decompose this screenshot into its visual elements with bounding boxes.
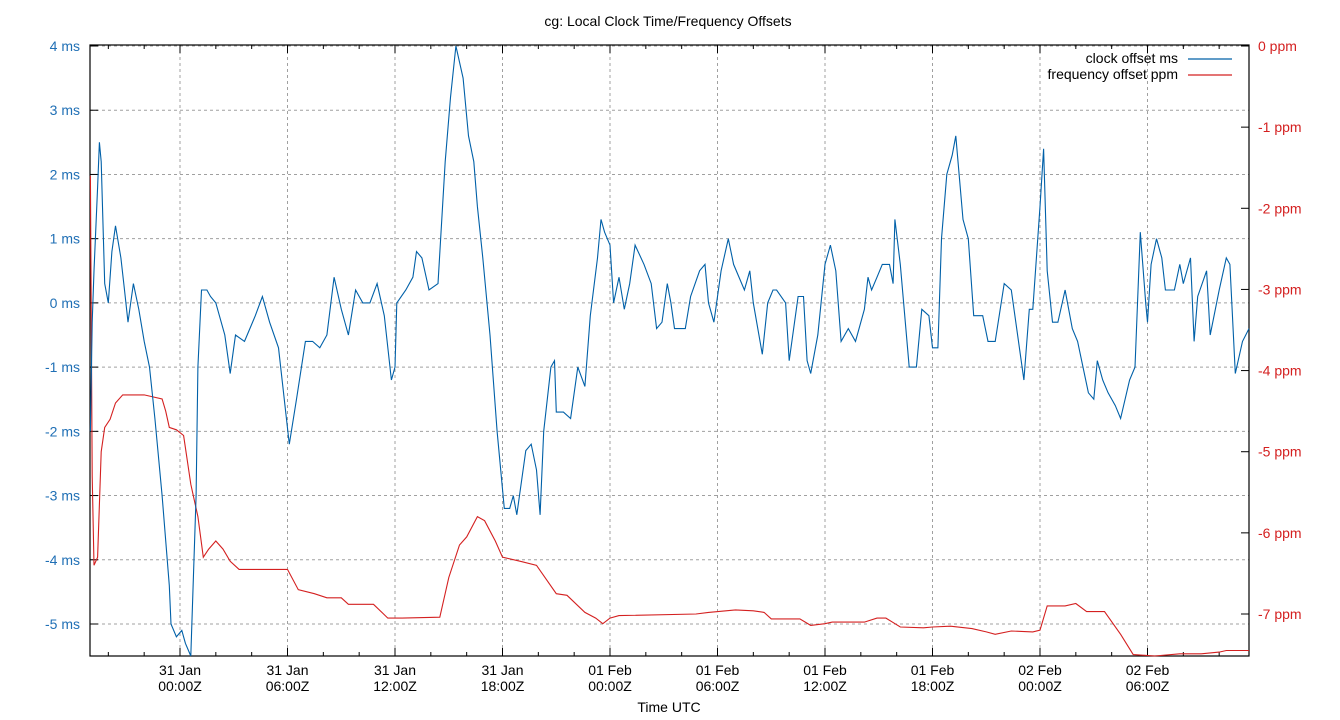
x-axis-tick-label: 31 Jan 06:00Z <box>266 662 310 694</box>
legend-label-frequency-offset: frequency offset ppm <box>1048 66 1178 82</box>
left-axis-tick-label: 1 ms <box>50 231 80 247</box>
chart-title: cg: Local Clock Time/Frequency Offsets <box>544 13 791 29</box>
axis-tick-marks <box>90 45 1249 656</box>
left-axis-tick-label: -4 ms <box>45 552 80 568</box>
x-axis-tick-label: 31 Jan 00:00Z <box>158 662 202 694</box>
clock-offset-line <box>89 45 1250 657</box>
frequency-offset-line <box>89 175 1249 657</box>
right-axis-tick-label: -1 ppm <box>1258 119 1302 135</box>
x-axis-tick-label: 01 Feb 18:00Z <box>911 662 955 694</box>
right-axis-tick-label: -4 ppm <box>1258 363 1302 379</box>
x-axis-time: 31 Jan 00:00Z 31 Jan 06:00Z 31 Jan 12:00Z 31 J… <box>158 662 1170 694</box>
left-axis-tick-label: -5 ms <box>45 616 80 632</box>
legend-label-clock-offset: clock offset ms <box>1086 50 1178 66</box>
right-axis-tick-label: -3 ppm <box>1258 281 1302 297</box>
right-axis-tick-label: 0 ppm <box>1258 38 1297 54</box>
left-axis-tick-label: 3 ms <box>50 102 80 118</box>
legend: clock offset ms frequency offset ppm <box>1048 50 1232 82</box>
left-axis-tick-label: 0 ms <box>50 295 80 311</box>
right-axis-tick-label: -7 ppm <box>1258 606 1302 622</box>
left-axis-tick-label: -1 ms <box>45 359 80 375</box>
left-axis-tick-label: -3 ms <box>45 488 80 504</box>
x-axis-tick-label: 02 Feb 00:00Z <box>1018 662 1062 694</box>
right-axis-tick-label: -5 ppm <box>1258 444 1302 460</box>
left-axis-tick-label: 2 ms <box>50 166 80 182</box>
plot-area-border <box>89 44 1250 657</box>
x-axis-tick-label: 02 Feb 06:00Z <box>1126 662 1170 694</box>
right-axis-tick-label: -2 ppm <box>1258 200 1302 216</box>
right-axis-tick-label: -6 ppm <box>1258 525 1302 541</box>
x-axis-tick-label: 31 Jan 12:00Z <box>373 662 417 694</box>
grid-lines <box>90 45 1249 656</box>
right-y-axis-frequency-offset: 0 ppm -1 ppm -2 ppm -3 ppm -4 ppm -5 ppm -6 pp… <box>1258 38 1302 622</box>
left-y-axis-clock-offset: 4 ms 3 ms 2 ms 1 ms 0 ms -1 ms -2 ms -3 ms -4 ms… <box>45 38 80 632</box>
legend-item-clock-offset: clock offset ms <box>1086 50 1232 66</box>
legend-item-frequency-offset: frequency offset ppm <box>1048 66 1232 82</box>
x-axis-tick-label: 31 Jan 18:00Z <box>481 662 525 694</box>
left-axis-tick-label: 4 ms <box>50 38 80 54</box>
left-axis-tick-label: -2 ms <box>45 423 80 439</box>
x-axis-tick-label: 01 Feb 06:00Z <box>696 662 740 694</box>
x-axis-tick-label: 01 Feb 00:00Z <box>588 662 632 694</box>
data-series <box>89 45 1250 657</box>
x-axis-tick-label: 01 Feb 12:00Z <box>803 662 847 694</box>
x-axis-label: Time UTC <box>637 699 700 715</box>
